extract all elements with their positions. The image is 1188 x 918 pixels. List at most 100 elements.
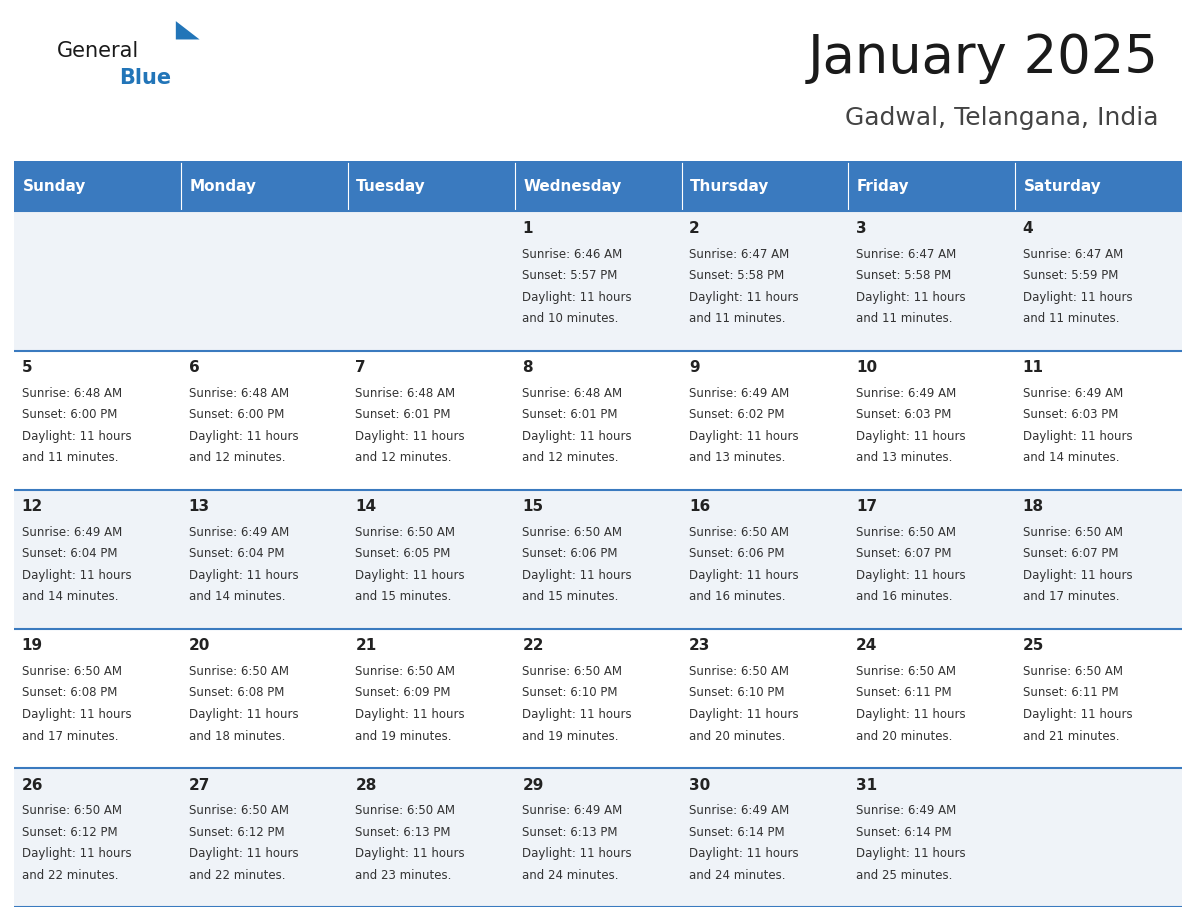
Bar (1016, 489, 1182, 629)
Text: Sunset: 6:04 PM: Sunset: 6:04 PM (21, 547, 118, 560)
Text: Daylight: 11 hours: Daylight: 11 hours (523, 569, 632, 582)
Bar (848, 351, 1016, 489)
Text: Sunset: 6:11 PM: Sunset: 6:11 PM (1023, 687, 1118, 700)
Text: 11: 11 (1023, 360, 1044, 375)
Bar (848, 629, 1016, 767)
Bar (14, 767, 181, 907)
Text: and 14 minutes.: and 14 minutes. (1023, 452, 1119, 465)
Text: 18: 18 (1023, 499, 1044, 514)
Bar (348, 767, 514, 907)
Text: 13: 13 (189, 499, 210, 514)
Text: 3: 3 (855, 221, 866, 236)
Text: and 23 minutes.: and 23 minutes. (355, 868, 451, 881)
Text: and 20 minutes.: and 20 minutes. (855, 730, 953, 743)
Bar (14, 211, 181, 351)
Bar (348, 351, 514, 489)
Text: Daylight: 11 hours: Daylight: 11 hours (21, 430, 132, 442)
Text: 12: 12 (21, 499, 43, 514)
Text: Sunset: 6:13 PM: Sunset: 6:13 PM (355, 825, 451, 839)
Bar (181, 161, 348, 211)
Text: Daylight: 11 hours: Daylight: 11 hours (523, 430, 632, 442)
Bar (682, 767, 848, 907)
Text: Sunset: 6:02 PM: Sunset: 6:02 PM (689, 409, 784, 421)
Text: Sunrise: 6:49 AM: Sunrise: 6:49 AM (189, 526, 289, 539)
Text: Sunrise: 6:50 AM: Sunrise: 6:50 AM (355, 804, 455, 817)
Text: Daylight: 11 hours: Daylight: 11 hours (355, 847, 465, 860)
Text: Sunset: 6:00 PM: Sunset: 6:00 PM (189, 409, 284, 421)
Text: Daylight: 11 hours: Daylight: 11 hours (855, 708, 966, 721)
Bar (682, 629, 848, 767)
Text: Sunrise: 6:50 AM: Sunrise: 6:50 AM (523, 526, 623, 539)
Bar (14, 161, 181, 211)
Text: and 15 minutes.: and 15 minutes. (523, 590, 619, 603)
Text: 19: 19 (21, 639, 43, 654)
Text: and 11 minutes.: and 11 minutes. (21, 452, 119, 465)
Bar (514, 161, 682, 211)
Text: and 10 minutes.: and 10 minutes. (523, 312, 619, 325)
Text: Sunrise: 6:48 AM: Sunrise: 6:48 AM (355, 386, 455, 399)
Text: Sunrise: 6:50 AM: Sunrise: 6:50 AM (855, 526, 956, 539)
Bar (514, 489, 682, 629)
Text: and 11 minutes.: and 11 minutes. (1023, 312, 1119, 325)
Text: Sunrise: 6:50 AM: Sunrise: 6:50 AM (189, 665, 289, 677)
Text: 4: 4 (1023, 221, 1034, 236)
Bar (348, 489, 514, 629)
Bar (348, 161, 514, 211)
Text: Daylight: 11 hours: Daylight: 11 hours (21, 847, 132, 860)
Text: Sunset: 6:03 PM: Sunset: 6:03 PM (855, 409, 952, 421)
Text: 24: 24 (855, 639, 877, 654)
Text: Sunrise: 6:50 AM: Sunrise: 6:50 AM (355, 665, 455, 677)
Bar (514, 211, 682, 351)
Text: Daylight: 11 hours: Daylight: 11 hours (689, 430, 798, 442)
Bar (181, 629, 348, 767)
Text: 2: 2 (689, 221, 700, 236)
Text: 17: 17 (855, 499, 877, 514)
Text: Sunrise: 6:48 AM: Sunrise: 6:48 AM (21, 386, 122, 399)
Text: Sunset: 5:57 PM: Sunset: 5:57 PM (523, 269, 618, 282)
Text: Sunset: 6:03 PM: Sunset: 6:03 PM (1023, 409, 1118, 421)
Text: 28: 28 (355, 778, 377, 792)
Text: Daylight: 11 hours: Daylight: 11 hours (855, 569, 966, 582)
Text: and 18 minutes.: and 18 minutes. (189, 730, 285, 743)
Text: Sunset: 6:10 PM: Sunset: 6:10 PM (523, 687, 618, 700)
Bar (181, 767, 348, 907)
Text: and 20 minutes.: and 20 minutes. (689, 730, 785, 743)
Text: 8: 8 (523, 360, 533, 375)
Text: and 14 minutes.: and 14 minutes. (189, 590, 285, 603)
Bar (848, 211, 1016, 351)
Text: 10: 10 (855, 360, 877, 375)
Bar (1016, 767, 1182, 907)
Bar (1016, 629, 1182, 767)
Text: and 17 minutes.: and 17 minutes. (21, 730, 119, 743)
Text: Sunrise: 6:50 AM: Sunrise: 6:50 AM (21, 804, 121, 817)
Text: Daylight: 11 hours: Daylight: 11 hours (21, 569, 132, 582)
Text: Sunset: 6:14 PM: Sunset: 6:14 PM (855, 825, 952, 839)
Text: Daylight: 11 hours: Daylight: 11 hours (689, 708, 798, 721)
Text: 5: 5 (21, 360, 32, 375)
Text: 23: 23 (689, 639, 710, 654)
Text: 29: 29 (523, 778, 544, 792)
Text: Daylight: 11 hours: Daylight: 11 hours (189, 569, 298, 582)
Text: and 15 minutes.: and 15 minutes. (355, 590, 451, 603)
Bar (514, 351, 682, 489)
Text: Sunrise: 6:48 AM: Sunrise: 6:48 AM (523, 386, 623, 399)
Text: 26: 26 (21, 778, 43, 792)
Text: and 24 minutes.: and 24 minutes. (523, 868, 619, 881)
Text: Sunrise: 6:50 AM: Sunrise: 6:50 AM (689, 665, 789, 677)
Text: Sunrise: 6:47 AM: Sunrise: 6:47 AM (1023, 248, 1123, 261)
Text: Sunset: 5:58 PM: Sunset: 5:58 PM (855, 269, 952, 282)
Text: Sunday: Sunday (23, 178, 86, 194)
Text: Sunrise: 6:50 AM: Sunrise: 6:50 AM (689, 526, 789, 539)
Text: Sunset: 6:12 PM: Sunset: 6:12 PM (21, 825, 118, 839)
Bar (1016, 211, 1182, 351)
Text: Sunrise: 6:49 AM: Sunrise: 6:49 AM (689, 804, 789, 817)
Text: Daylight: 11 hours: Daylight: 11 hours (523, 291, 632, 304)
Text: 25: 25 (1023, 639, 1044, 654)
Bar (181, 351, 348, 489)
Text: and 12 minutes.: and 12 minutes. (355, 452, 451, 465)
Text: Sunrise: 6:49 AM: Sunrise: 6:49 AM (523, 804, 623, 817)
Bar (848, 161, 1016, 211)
Text: 20: 20 (189, 639, 210, 654)
Text: Sunset: 6:08 PM: Sunset: 6:08 PM (189, 687, 284, 700)
Text: Sunset: 5:58 PM: Sunset: 5:58 PM (689, 269, 784, 282)
